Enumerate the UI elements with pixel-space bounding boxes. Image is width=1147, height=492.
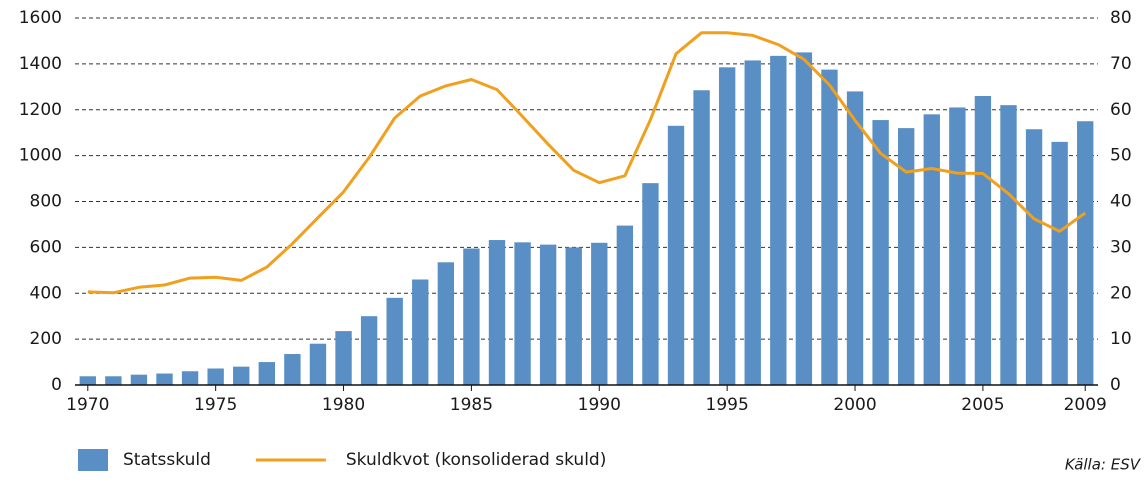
- x-tick-label: 1985: [450, 395, 493, 415]
- bar: [949, 107, 966, 386]
- bar: [565, 247, 582, 385]
- bar: [821, 69, 838, 385]
- bar: [898, 128, 915, 385]
- bar: [718, 67, 736, 386]
- x-tick-label: 1980: [322, 395, 365, 415]
- y-tick-label: 400: [30, 283, 62, 303]
- bar: [181, 371, 199, 385]
- bar: [284, 354, 301, 385]
- y2-tick-label: 0: [1110, 375, 1121, 395]
- bar: [1077, 121, 1094, 385]
- x-tick-label: 2009: [1064, 395, 1107, 415]
- bar: [693, 90, 710, 386]
- y2-tick-label: 30: [1110, 237, 1132, 257]
- y-tick-label: 1000: [19, 146, 62, 166]
- bar: [744, 60, 761, 385]
- bar: [872, 120, 889, 386]
- source-note: Källa: ESV: [1065, 456, 1142, 474]
- bar: [591, 242, 608, 385]
- y2-tick-label: 10: [1110, 329, 1132, 349]
- bar: [642, 183, 659, 385]
- y2-tick-label: 50: [1110, 146, 1132, 166]
- bar: [846, 91, 864, 386]
- bar: [1025, 129, 1043, 385]
- bar: [258, 362, 275, 385]
- x-tick-label: 2000: [833, 395, 876, 415]
- bar: [79, 376, 96, 385]
- y2-tick-label: 40: [1110, 192, 1132, 212]
- x-tick-label: 1995: [706, 395, 749, 415]
- y-tick-label: 800: [30, 192, 62, 212]
- bar: [412, 279, 429, 385]
- bar: [233, 366, 250, 385]
- legend-label: Skuldkvot (konsoliderad skuld): [346, 450, 606, 470]
- x-tick-label: 1970: [66, 395, 109, 415]
- y-tick-label: 1600: [19, 8, 62, 28]
- y-tick-label: 1400: [19, 54, 62, 74]
- y-tick-label: 600: [30, 237, 62, 257]
- bar: [105, 376, 122, 385]
- legend-swatch: [78, 449, 108, 471]
- y2-tick-label: 80: [1110, 8, 1132, 28]
- x-tick-label: 1990: [578, 395, 621, 415]
- bar: [335, 331, 352, 385]
- x-tick-label: 2005: [961, 395, 1004, 415]
- y-tick-label: 0: [51, 375, 62, 395]
- y-tick-label: 1200: [19, 100, 62, 120]
- bar: [667, 125, 685, 386]
- bar: [1000, 105, 1017, 385]
- bar: [539, 244, 557, 385]
- y2-tick-label: 20: [1110, 283, 1132, 303]
- bar: [974, 95, 992, 386]
- bar: [360, 316, 378, 385]
- y-tick-label: 200: [30, 329, 62, 349]
- bar: [463, 248, 480, 385]
- y2-tick-label: 60: [1110, 100, 1132, 120]
- bar: [309, 343, 327, 385]
- bar: [207, 368, 224, 385]
- bar: [437, 262, 455, 385]
- bar: [130, 374, 148, 385]
- bar: [488, 240, 506, 385]
- bar: [156, 373, 173, 385]
- bar: [923, 114, 940, 386]
- x-tick-label: 1975: [194, 395, 237, 415]
- bar: [386, 297, 403, 385]
- legend-label: Statsskuld: [123, 450, 211, 470]
- line-series: [87, 31, 1087, 295]
- bar: [1051, 141, 1068, 385]
- bar: [514, 242, 531, 385]
- bar: [616, 225, 634, 385]
- y2-tick-label: 70: [1110, 54, 1132, 74]
- bar: [770, 55, 787, 386]
- bar: [795, 52, 813, 385]
